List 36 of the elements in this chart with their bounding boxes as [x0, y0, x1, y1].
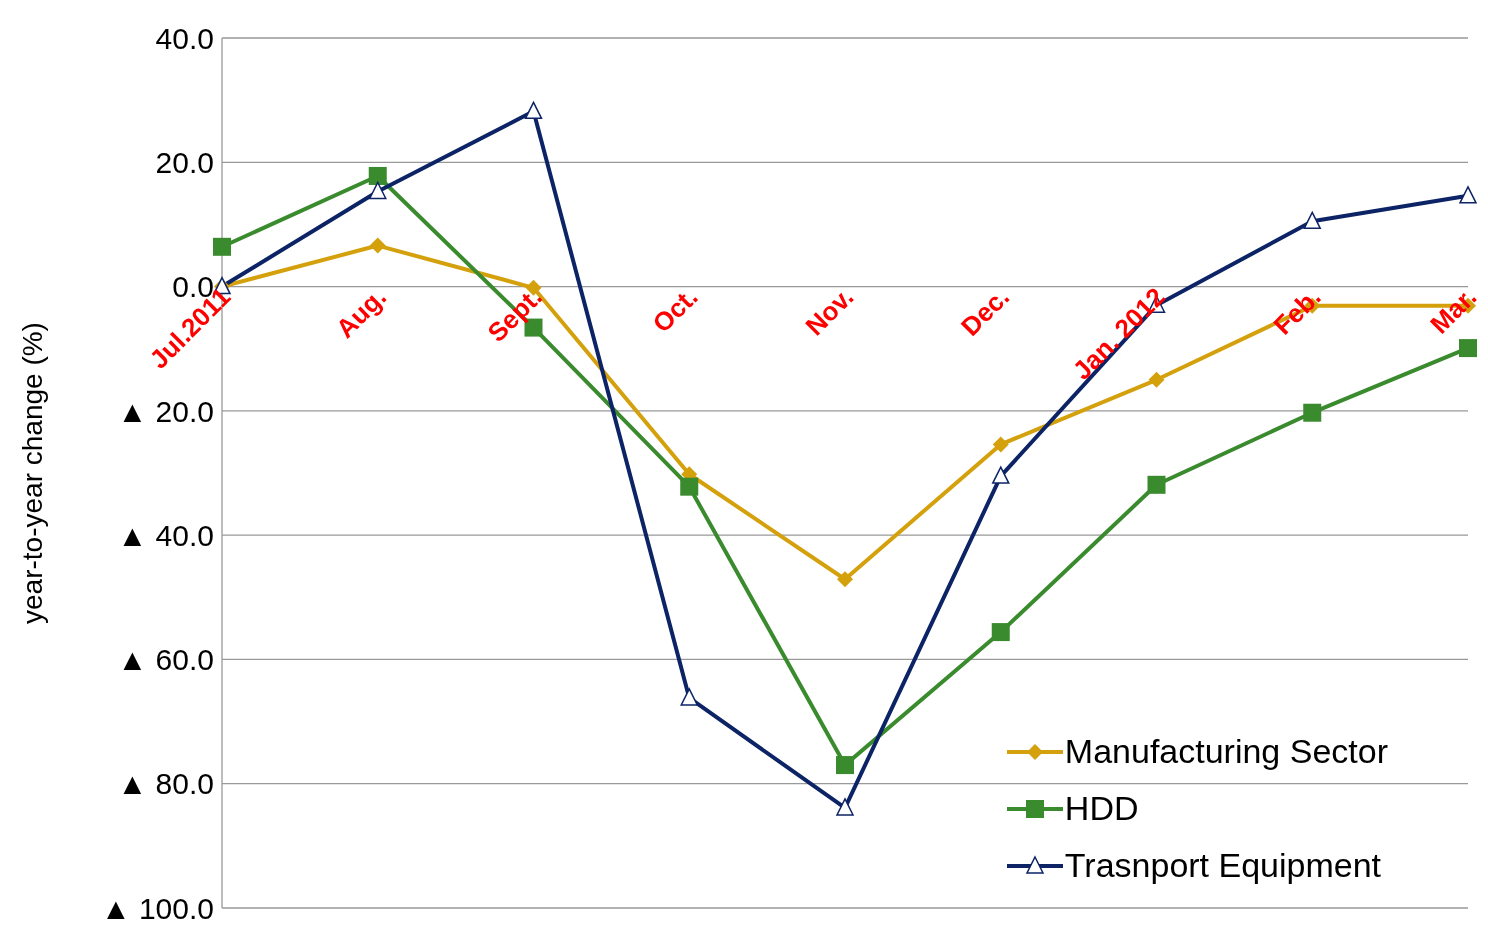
point	[992, 466, 1010, 484]
x-tick-label: Dec.	[954, 281, 1015, 342]
x-tick-label: Nov.	[799, 281, 860, 342]
point	[1303, 211, 1321, 230]
point	[1459, 186, 1477, 204]
y-tick-label: ▲ 20.0	[117, 394, 214, 428]
y-tick-label: ▲ 40.0	[117, 518, 214, 552]
point	[1148, 371, 1165, 388]
point	[368, 166, 387, 185]
point	[1459, 339, 1477, 358]
point	[836, 756, 854, 775]
y-axis-title: year-to-year change (%)	[16, 322, 48, 624]
point	[213, 237, 231, 256]
y-tick-label: 20.0	[155, 145, 214, 179]
point	[991, 623, 1010, 642]
x-tick-label: Mar.	[1424, 281, 1483, 340]
x-tick-label: Aug.	[329, 281, 392, 344]
point	[1147, 475, 1166, 494]
point	[369, 237, 386, 254]
point	[680, 477, 699, 496]
legend-label: Manufacturing Sector	[1064, 732, 1388, 771]
point	[992, 436, 1009, 453]
legend-label: Trasnport Equipment	[1064, 846, 1382, 885]
point	[837, 571, 853, 588]
y-tick-label: ▲ 100.0	[100, 891, 214, 925]
y-tick-label: ▲ 60.0	[117, 643, 214, 677]
point	[1303, 403, 1322, 422]
x-tick-label: Feb.	[1267, 281, 1327, 341]
x-tick-label: Oct.	[646, 281, 704, 339]
y-tick-label: ▲ 80.0	[117, 767, 214, 801]
point	[680, 688, 698, 706]
legend-label: HDD	[1064, 789, 1139, 828]
point	[836, 798, 854, 816]
point	[369, 181, 387, 200]
point	[524, 101, 543, 120]
y-tick-label: 40.0	[155, 21, 214, 55]
